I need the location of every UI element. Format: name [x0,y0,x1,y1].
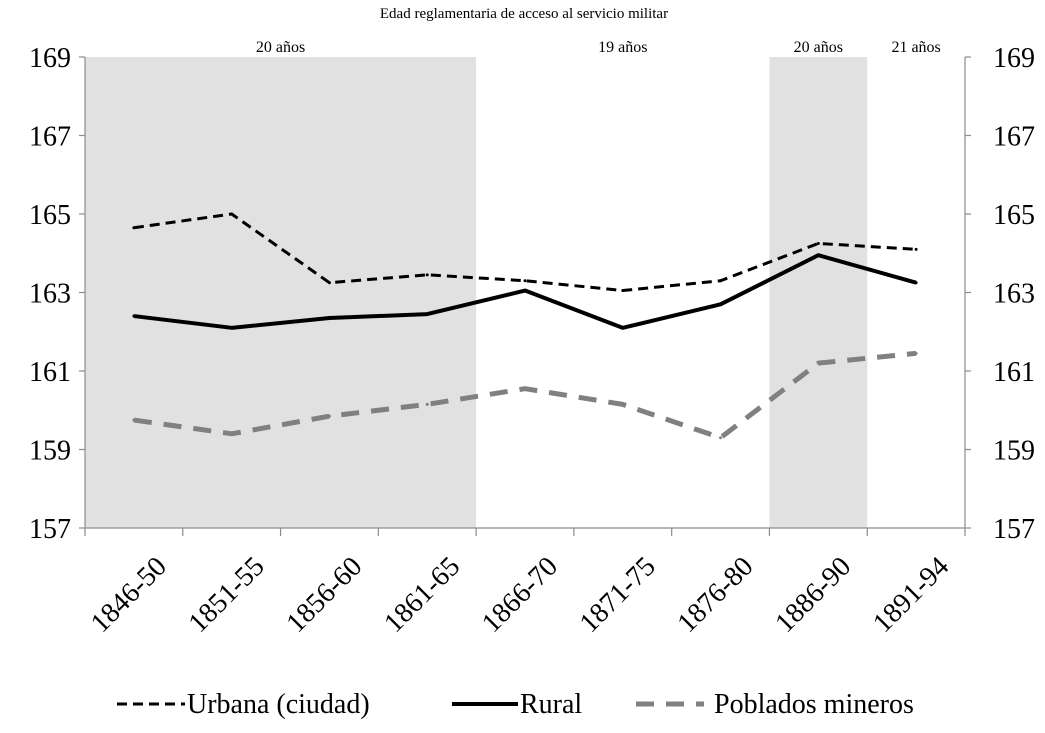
data-point [621,289,625,293]
chart-title: Edad reglamentaria de acceso al servicio… [380,6,668,22]
legend-label: Rural [520,689,582,720]
y-tick-label: 169 [29,43,71,74]
data-point [719,279,723,283]
data-point [816,361,820,365]
data-point [327,316,331,320]
age-band-label: 21 años [891,39,940,56]
y-tick-label: 167 [29,122,71,153]
y-tick-label: 159 [29,436,71,467]
legend-label: Poblados mineros [714,689,914,720]
x-axis-ticks: 1846-50 1851-55 1856-60 1861-65 1866-70 1871-… [84,528,966,639]
y-tick-label: 161 [993,357,1035,388]
y-tick-label: 161 [29,357,71,388]
data-point [230,212,234,216]
x-tick-label: 1871-75 [574,551,662,639]
data-point [327,281,331,285]
y-tick-label: 157 [29,514,71,545]
age-band-label: 19 años [598,39,647,56]
data-point [132,418,136,422]
y-tick-label: 169 [993,43,1035,74]
y-axis-right-ticks: 157 159 161 163 165 167 169 [965,43,1035,545]
y-axis-left-ticks: 157 159 161 163 165 167 169 [29,43,85,545]
y-tick-label: 167 [993,122,1035,153]
data-point [425,402,429,406]
x-tick-label: 1861-65 [378,551,466,639]
x-tick-label: 1886-90 [769,551,857,639]
y-tick-label: 163 [29,279,71,310]
age-band-shade [769,57,868,528]
data-point [132,226,136,230]
data-point [719,436,723,440]
age-band-label: 20 años [794,39,843,56]
age-band-label: 20 años [256,39,305,56]
age-bands [85,57,868,528]
x-tick-label: 1866-70 [476,551,564,639]
x-tick-label: 1851-55 [183,551,271,639]
data-point [914,281,918,285]
legend: Urbana (ciudad) Rural Poblados mineros [117,689,914,720]
age-band-labels: 20 años 19 años 20 años 21 años [256,39,941,56]
data-point [914,351,918,355]
data-point [719,302,723,306]
data-point [230,432,234,436]
y-tick-label: 163 [993,279,1035,310]
data-point [230,326,234,330]
data-point [816,253,820,257]
y-tick-label: 165 [29,200,71,231]
x-tick-label: 1876-80 [672,551,760,639]
series-line [133,212,917,293]
x-tick-label: 1856-60 [280,551,368,639]
series-lines [132,212,918,441]
x-tick-label: 1846-50 [85,551,173,639]
data-point [523,289,527,293]
x-tick-label: 1891-94 [867,551,955,639]
y-tick-label: 157 [993,514,1035,545]
data-point [132,314,136,318]
data-point [621,326,625,330]
data-point [425,273,429,277]
y-tick-label: 165 [993,200,1035,231]
data-point [816,241,820,245]
data-point [914,247,918,251]
data-point [621,402,625,406]
legend-label: Urbana (ciudad) [187,689,370,720]
data-point [327,414,331,418]
age-band-shade [85,57,477,528]
data-point [425,312,429,316]
data-point [523,279,527,283]
y-tick-label: 159 [993,436,1035,467]
data-point [523,387,527,391]
